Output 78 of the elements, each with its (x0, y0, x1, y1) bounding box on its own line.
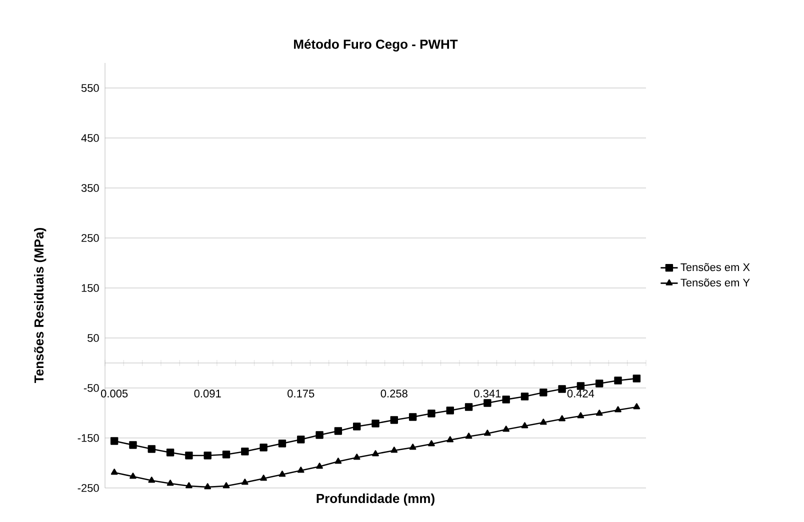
point (241, 448, 249, 456)
y-tick-label: 350 (81, 184, 99, 192)
point (278, 470, 286, 477)
point (297, 436, 305, 444)
x-tick-label: 0.424 (567, 390, 594, 398)
point (464, 403, 473, 411)
point (334, 458, 342, 464)
point (204, 452, 212, 460)
point (540, 388, 548, 396)
y-tick-label: 50 (88, 334, 99, 342)
point (110, 468, 118, 475)
y-tick-label: -50 (84, 384, 99, 392)
point (632, 374, 641, 382)
point (334, 427, 342, 435)
point (576, 382, 585, 390)
point (614, 406, 622, 412)
y-tick-label: -150 (78, 434, 99, 442)
point (596, 380, 604, 388)
point (540, 418, 547, 425)
x-tick-label: 0.091 (194, 390, 221, 398)
point (129, 441, 137, 449)
point (558, 385, 566, 393)
x-tick-label: 0.175 (288, 390, 314, 398)
point (130, 472, 136, 479)
point (110, 437, 118, 445)
point (241, 478, 248, 485)
point (297, 466, 304, 473)
point (408, 413, 417, 421)
point (465, 432, 472, 439)
x-tick-label: 0.005 (100, 390, 128, 398)
point (614, 376, 622, 384)
legend-label: Tensões em Y (680, 278, 750, 286)
y-tick-label: 550 (81, 84, 99, 92)
point (484, 430, 491, 436)
point (278, 440, 286, 448)
x-tick-label: 0.258 (380, 390, 408, 398)
point (577, 412, 584, 418)
point (148, 476, 156, 483)
point (316, 462, 323, 469)
point (521, 422, 528, 428)
point (390, 446, 398, 453)
point (484, 399, 492, 407)
point (148, 445, 156, 453)
point (428, 440, 435, 446)
point (316, 431, 324, 439)
point (520, 392, 529, 400)
point (185, 452, 193, 460)
y-tick-label: 250 (82, 234, 99, 242)
x-axis-title: Profundidade (mm) (316, 494, 434, 506)
point (204, 483, 212, 490)
y-tick-label: -250 (78, 484, 99, 492)
point (372, 420, 380, 428)
y-tick-label: 150 (82, 284, 99, 292)
x-tick-label: 0.341 (474, 390, 501, 398)
point (390, 416, 398, 424)
point (428, 410, 436, 418)
point (352, 422, 361, 430)
chart-title: Método Furo Cego - PWHT (294, 39, 458, 52)
point (596, 410, 603, 416)
point (222, 482, 230, 488)
point (222, 450, 230, 458)
point (502, 426, 510, 432)
point (446, 436, 454, 442)
point (166, 480, 174, 486)
y-axis-title: Tensões Residuais (MPa) (34, 228, 46, 383)
point (353, 454, 360, 460)
legend-label: Tensões em X (680, 263, 750, 272)
y-tick-label: 450 (81, 134, 99, 142)
point (260, 444, 268, 452)
point (502, 396, 510, 404)
point (260, 474, 267, 481)
point (186, 482, 192, 488)
point (633, 403, 640, 410)
point (166, 448, 174, 456)
point (372, 450, 379, 456)
point (409, 444, 416, 450)
point (446, 406, 454, 414)
point (558, 415, 566, 422)
